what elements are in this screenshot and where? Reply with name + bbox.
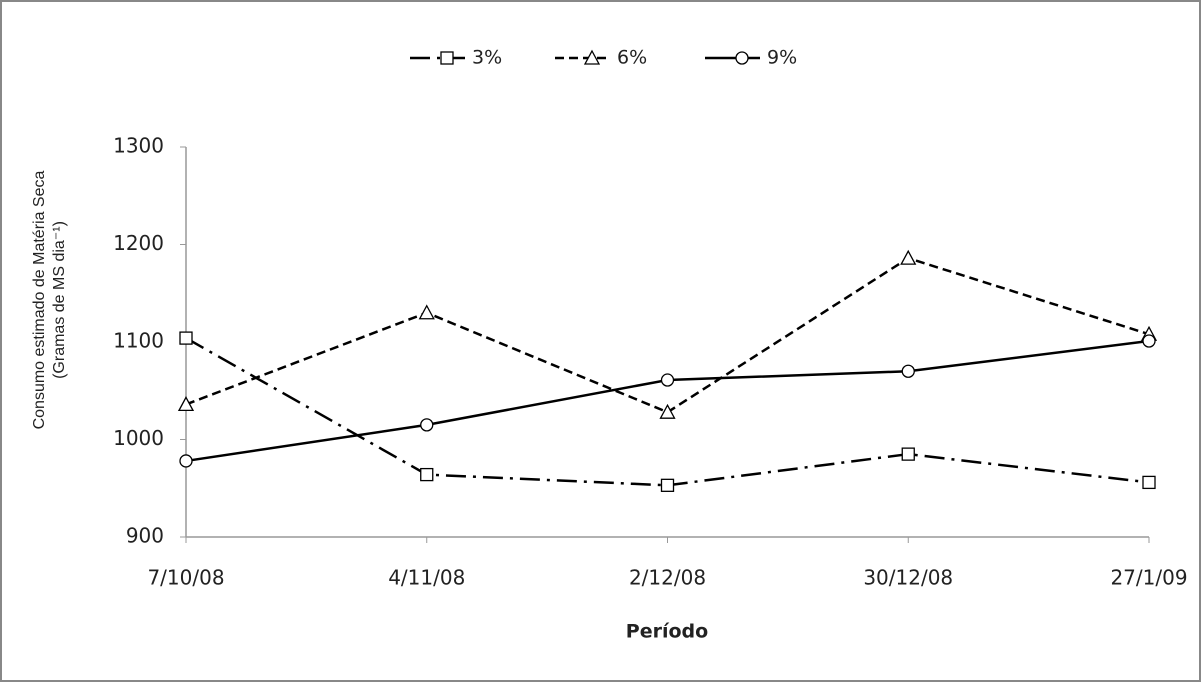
marker [660, 373, 675, 387]
legend-label: 9% [767, 47, 797, 69]
y-axis-label: Consumo estimado de Matéria Seca [31, 171, 48, 430]
y-axis-label: (Gramas de MS dia⁻¹) [51, 221, 68, 379]
y-tick-label: 1300 [113, 134, 164, 158]
x-tick-label: 2/12/08 [629, 566, 706, 590]
marker [420, 467, 434, 482]
marker [1142, 475, 1156, 490]
marker [418, 304, 435, 320]
marker [660, 478, 675, 492]
marker [583, 49, 601, 65]
legend-label: 6% [617, 47, 647, 69]
y-tick-label: 1000 [113, 426, 164, 450]
marker [177, 396, 195, 412]
x-tick-label: 30/12/08 [863, 566, 953, 590]
marker [735, 51, 749, 65]
marker [440, 51, 454, 65]
x-tick-label: 4/11/08 [388, 566, 465, 590]
x-tick-label: 27/1/09 [1110, 566, 1187, 590]
marker [901, 364, 915, 378]
marker [900, 249, 917, 265]
x-axis-label: Período [626, 621, 708, 643]
marker [901, 447, 915, 461]
series-line [185, 337, 1150, 487]
x-tick-label: 7/10/08 [147, 566, 224, 590]
y-tick-label: 1100 [113, 329, 164, 353]
marker [179, 454, 193, 468]
y-tick-label: 1200 [113, 231, 164, 255]
marker [1142, 334, 1156, 348]
marker [420, 418, 434, 432]
legend-label: 3% [472, 47, 502, 69]
y-tick-label: 900 [126, 524, 164, 548]
marker [659, 403, 676, 419]
marker [179, 331, 193, 345]
